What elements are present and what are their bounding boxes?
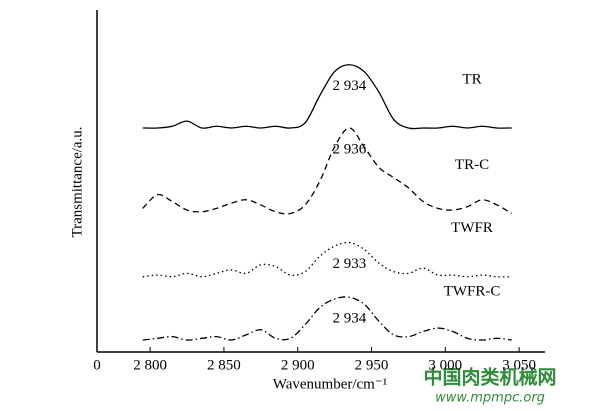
peak-label: 2 934	[333, 78, 367, 94]
peak-label: 2 933	[333, 256, 367, 272]
x-tick-label: 3 000	[428, 357, 462, 373]
x-tick-label: 2 950	[355, 357, 389, 373]
x-tick-label: 2 850	[207, 357, 241, 373]
spectrum-line	[142, 64, 512, 130]
x-tick-label: 2 900	[281, 357, 315, 373]
series-label: TR-C	[455, 157, 489, 173]
y-axis-title: Transmittance/a.u.	[69, 126, 85, 237]
origin-label: 0	[93, 357, 101, 373]
x-axis-title: Wavenumber/cm⁻¹	[273, 376, 388, 392]
spectrum-line	[142, 296, 512, 341]
spectrum-line	[142, 127, 513, 215]
series-label: TWFR-C	[444, 283, 501, 299]
peak-label: 2 934	[333, 311, 367, 327]
watermark-title: 中国肉类机械网	[423, 366, 556, 389]
spectrum-line	[142, 241, 512, 278]
series-label: TWFR	[451, 220, 493, 236]
x-tick-label: 2 800	[133, 357, 167, 373]
watermark-url: www.mpmpc.org	[435, 391, 545, 406]
series-label: TR	[462, 71, 481, 87]
x-tick-label: 3 050	[502, 357, 536, 373]
peak-label: 2 936	[333, 141, 367, 157]
